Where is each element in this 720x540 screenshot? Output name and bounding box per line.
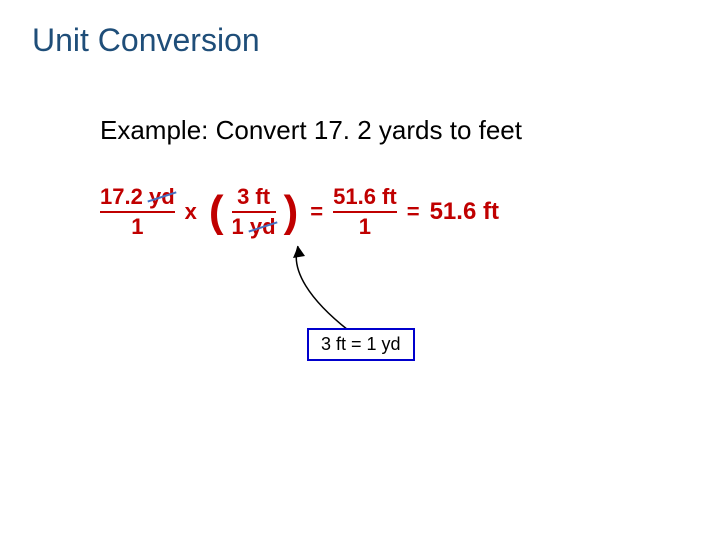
frac2-numerator: 3 ft	[237, 185, 270, 209]
equals-operator-1: =	[306, 199, 327, 225]
equals-operator-2: =	[403, 199, 424, 225]
frac1-numerator: 17.2 yd	[100, 185, 175, 209]
frac1-num-unit-cancelled: yd	[149, 185, 175, 209]
callout-arrow	[0, 0, 720, 540]
slide-title: Unit Conversion	[32, 22, 260, 59]
fraction-3: 51.6 ft 1	[333, 185, 397, 239]
times-operator: x	[181, 199, 201, 225]
fraction-1: 17.2 yd 1	[100, 185, 175, 239]
conversion-equation: 17.2 yd 1 x ( 3 ft 1 yd ) = 51.6 ft 1 = …	[100, 185, 499, 239]
frac1-denom: 1	[131, 215, 143, 239]
conversion-factor-callout: 3 ft = 1 yd	[307, 328, 415, 361]
fraction-bar	[232, 211, 276, 213]
frac2-den-unit-cancelled: yd	[250, 215, 276, 239]
frac2-den-value: 1	[232, 214, 244, 239]
frac2-denom: 1 yd	[232, 215, 276, 239]
fraction-bar	[333, 211, 397, 213]
fraction-2: 3 ft 1 yd	[232, 185, 276, 239]
close-paren: )	[282, 190, 301, 234]
frac1-num-value: 17.2	[100, 184, 143, 209]
fraction-bar	[100, 211, 175, 213]
frac3-numerator: 51.6 ft	[333, 185, 397, 209]
final-result: 51.6 ft	[430, 198, 499, 226]
frac3-denom: 1	[359, 215, 371, 239]
open-paren: (	[207, 190, 226, 234]
example-text: Example: Convert 17. 2 yards to feet	[100, 115, 522, 146]
